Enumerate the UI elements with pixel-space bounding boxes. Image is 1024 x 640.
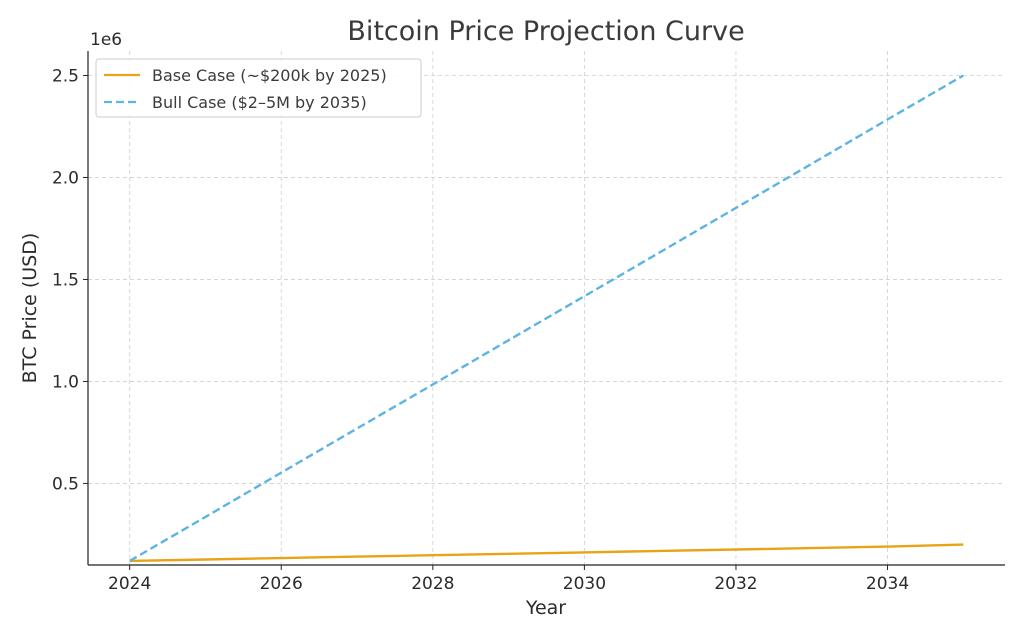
axes (87, 51, 1005, 566)
y-tick-label: 1.0 (52, 372, 79, 392)
x-tick-label: 2028 (411, 574, 454, 594)
x-tick-label: 2024 (108, 574, 151, 594)
y-axis-ticks: 0.5 1.0 1.5 2.0 2.5 (52, 66, 88, 494)
y-axis-offset-label: 1e6 (90, 30, 122, 50)
grid-lines (88, 51, 1005, 565)
y-tick-label: 1.5 (52, 270, 79, 290)
x-tick-label: 2034 (866, 574, 909, 594)
y-axis-label: BTC Price (USD) (19, 233, 41, 384)
x-axis-ticks: 2024 2026 2028 2030 2032 2034 (108, 565, 909, 594)
y-tick-label: 2.5 (52, 66, 79, 86)
legend-label-bull-case: Bull Case ($2–5M by 2035) (152, 93, 367, 112)
x-axis-label: Year (525, 597, 566, 619)
x-tick-label: 2030 (563, 574, 606, 594)
y-tick-label: 2.0 (52, 168, 79, 188)
chart-title: Bitcoin Price Projection Curve (347, 16, 744, 47)
legend-box (95, 58, 422, 118)
series-lines (129, 74, 964, 563)
series-line-bull-case (129, 74, 964, 562)
legend-label-base-case: Base Case (~$200k by 2025) (152, 66, 387, 85)
series-line-base-case (129, 543, 964, 563)
y-tick-label: 0.5 (52, 474, 79, 494)
x-tick-label: 2032 (714, 574, 757, 594)
x-tick-label: 2026 (260, 574, 303, 594)
legend: Base Case (~$200k by 2025) Bull Case ($2… (95, 58, 422, 118)
